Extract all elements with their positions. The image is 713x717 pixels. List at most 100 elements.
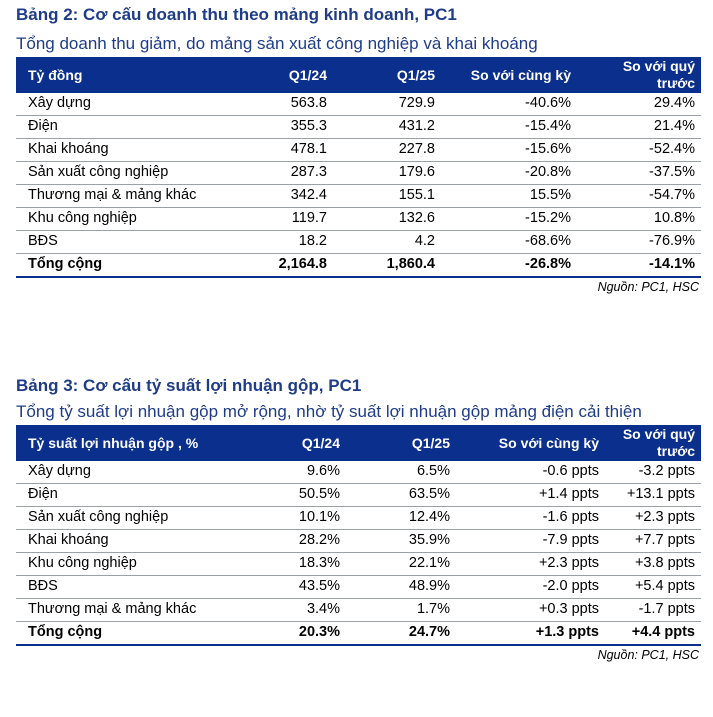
cell-qoq: -14.1% [577, 253, 701, 278]
cell-q124: 18.3% [233, 552, 346, 576]
cell-q125: 4.2 [333, 230, 441, 254]
cell-qoq: +7.7 ppts [605, 529, 701, 553]
table-row: Sản xuất công nghiệp 287.3 179.6 -20.8% -37.… [16, 161, 701, 185]
table3: Tỷ suất lợi nhuận gộp , % Q1/24 Q1/25 So… [16, 425, 701, 646]
cell-yoy: -0.6 ppts [456, 461, 605, 484]
cell-qoq: +5.4 ppts [605, 575, 701, 599]
table-row: Điện 355.3 431.2 -15.4% 21.4% [16, 115, 701, 139]
total-row: Tổng cộng 2,164.8 1,860.4 -26.8% -14.1% [16, 253, 701, 278]
table3-header-q125: Q1/25 [346, 425, 456, 461]
cell-qoq: 21.4% [577, 115, 701, 139]
cell-qoq: +4.4 ppts [605, 621, 701, 646]
cell-qoq: -52.4% [577, 138, 701, 162]
cell-q125: 12.4% [346, 506, 456, 530]
cell-q125: 35.9% [346, 529, 456, 553]
table3-source: Nguồn: PC1, HSC [597, 648, 699, 662]
cell-q124: 478.1 [222, 138, 333, 162]
cell-yoy: -15.2% [441, 207, 577, 231]
cell-yoy: -15.6% [441, 138, 577, 162]
cell-label: Khai khoáng [16, 138, 222, 162]
cell-yoy: +1.3 ppts [456, 621, 605, 646]
cell-qoq: -76.9% [577, 230, 701, 254]
cell-q124: 3.4% [233, 598, 346, 622]
table2-source: Nguồn: PC1, HSC [597, 280, 699, 294]
cell-label: Xây dựng [16, 93, 222, 116]
total-row: Tổng cộng 20.3% 24.7% +1.3 ppts +4.4 ppts [16, 621, 701, 646]
cell-label: Khu công nghiệp [16, 207, 222, 231]
table2-subtitle: Tổng doanh thu giảm, do mảng sản xuất cô… [16, 34, 538, 53]
cell-yoy: +2.3 ppts [456, 552, 605, 576]
table-row: Khai khoáng 478.1 227.8 -15.6% -52.4% [16, 138, 701, 162]
cell-q124: 563.8 [222, 93, 333, 116]
cell-qoq: -3.2 ppts [605, 461, 701, 484]
cell-q124: 9.6% [233, 461, 346, 484]
cell-qoq: 29.4% [577, 93, 701, 116]
cell-yoy: -26.8% [441, 253, 577, 278]
table-row: BĐS 43.5% 48.9% -2.0 ppts +5.4 ppts [16, 575, 701, 599]
cell-label: Thương mại & mảng khác [16, 184, 222, 208]
table2-title: Bảng 2: Cơ cấu doanh thu theo mảng kinh … [16, 5, 457, 24]
cell-q125: 63.5% [346, 483, 456, 507]
cell-yoy: -15.4% [441, 115, 577, 139]
cell-label: Xây dựng [16, 461, 233, 484]
cell-q125: 6.5% [346, 461, 456, 484]
cell-label: Khai khoáng [16, 529, 233, 553]
table2-header-label: Tỷ đồng [16, 57, 222, 93]
table2-header-row: Tỷ đồng Q1/24 Q1/25 So với cùng kỳ So vớ… [16, 57, 701, 93]
table-row: Điện 50.5% 63.5% +1.4 ppts +13.1 ppts [16, 483, 701, 507]
cell-yoy: -40.6% [441, 93, 577, 116]
cell-q125: 179.6 [333, 161, 441, 185]
cell-q125: 155.1 [333, 184, 441, 208]
table-row: Xây dựng 9.6% 6.5% -0.6 ppts -3.2 ppts [16, 461, 701, 484]
cell-q125: 227.8 [333, 138, 441, 162]
cell-label: Tổng cộng [16, 621, 233, 646]
cell-label: Sản xuất công nghiệp [16, 161, 222, 185]
cell-q125: 48.9% [346, 575, 456, 599]
table-row: Thương mại & mảng khác 3.4% 1.7% +0.3 ppts -… [16, 598, 701, 622]
table2-section: Bảng 2: Cơ cấu doanh thu theo mảng kinh … [16, 5, 701, 294]
cell-label: BĐS [16, 575, 233, 599]
table2-body: Xây dựng 563.8 729.9 -40.6% 29.4% Điện 355.3 43… [16, 93, 701, 278]
cell-yoy: +0.3 ppts [456, 598, 605, 622]
table-row: BĐS 18.2 4.2 -68.6% -76.9% [16, 230, 701, 254]
table3-header-row: Tỷ suất lợi nhuận gộp , % Q1/24 Q1/25 So… [16, 425, 701, 461]
cell-label: Khu công nghiệp [16, 552, 233, 576]
cell-qoq: +13.1 ppts [605, 483, 701, 507]
table2: Tỷ đồng Q1/24 Q1/25 So với cùng kỳ So vớ… [16, 57, 701, 278]
cell-q124: 287.3 [222, 161, 333, 185]
table-row: Thương mại & mảng khác 342.4 155.1 15.5% -54… [16, 184, 701, 208]
table3-title: Bảng 3: Cơ cấu tỷ suất lợi nhuận gộp, PC… [16, 376, 362, 395]
cell-q124: 43.5% [233, 575, 346, 599]
cell-q124: 10.1% [233, 506, 346, 530]
cell-yoy: -2.0 ppts [456, 575, 605, 599]
cell-q124: 355.3 [222, 115, 333, 139]
cell-q125: 132.6 [333, 207, 441, 231]
cell-yoy: -68.6% [441, 230, 577, 254]
cell-q125: 729.9 [333, 93, 441, 116]
cell-q124: 50.5% [233, 483, 346, 507]
cell-q124: 342.4 [222, 184, 333, 208]
table3-header-q124: Q1/24 [233, 425, 346, 461]
table3-subtitle: Tổng tỷ suất lợi nhuận gộp mở rộng, nhờ … [16, 402, 642, 421]
cell-qoq: -1.7 ppts [605, 598, 701, 622]
table3-header-label: Tỷ suất lợi nhuận gộp , % [16, 425, 233, 461]
cell-q124: 18.2 [222, 230, 333, 254]
cell-q124: 20.3% [233, 621, 346, 646]
table-row: Khu công nghiệp 18.3% 22.1% +2.3 ppts +3.8 p… [16, 552, 701, 576]
cell-label: Sản xuất công nghiệp [16, 506, 233, 530]
cell-qoq: +2.3 ppts [605, 506, 701, 530]
cell-qoq: +3.8 ppts [605, 552, 701, 576]
cell-q124: 119.7 [222, 207, 333, 231]
table2-header-q124: Q1/24 [222, 57, 333, 93]
table2-header-qoq: So với quý trước [577, 57, 701, 93]
table3-body: Xây dựng 9.6% 6.5% -0.6 ppts -3.2 ppts Điện 50… [16, 461, 701, 646]
cell-yoy: +1.4 ppts [456, 483, 605, 507]
cell-yoy: -1.6 ppts [456, 506, 605, 530]
cell-q125: 431.2 [333, 115, 441, 139]
cell-qoq: -54.7% [577, 184, 701, 208]
table3-header-qoq: So với quý trước [605, 425, 701, 461]
cell-q124: 2,164.8 [222, 253, 333, 278]
cell-q125: 24.7% [346, 621, 456, 646]
table3-header-yoy: So với cùng kỳ [456, 425, 605, 461]
cell-yoy: 15.5% [441, 184, 577, 208]
